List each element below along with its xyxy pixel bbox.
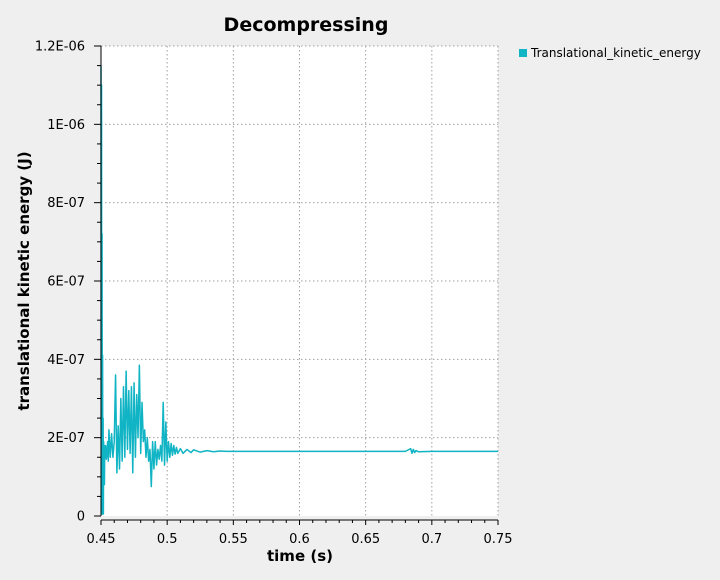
y-tick-label: 8E-07 — [47, 196, 85, 211]
x-tick-label: 0.75 — [484, 532, 513, 547]
plot-area — [101, 46, 498, 516]
y-tick-label: 6E-07 — [47, 275, 85, 290]
legend-swatch — [519, 49, 527, 57]
series-line — [100, 65, 498, 515]
legend: Translational_kinetic_energy — [519, 46, 701, 60]
x-tick-label: 0.55 — [219, 532, 248, 547]
x-tick-labels: 0.45 0.5 0.55 0.6 0.65 0.7 0.75 — [87, 532, 513, 547]
x-tick-label: 0.6 — [289, 532, 310, 547]
y-tick-label: 4E-07 — [47, 353, 85, 368]
legend-label: Translational_kinetic_energy — [530, 46, 701, 60]
chart-title: Decompressing — [224, 14, 389, 36]
y-tick-label: 1.2E-06 — [35, 40, 85, 55]
x-tick-label: 0.45 — [87, 532, 116, 547]
series-layer — [100, 65, 498, 515]
x-tick-label: 0.7 — [421, 532, 442, 547]
y-tick-label: 2E-07 — [47, 431, 85, 446]
y-tick-label: 0 — [77, 510, 85, 525]
axes — [94, 45, 499, 525]
x-tick-label: 0.65 — [351, 532, 380, 547]
x-axis-title: time (s) — [267, 547, 333, 565]
x-tick-label: 0.5 — [157, 532, 178, 547]
y-tick-labels: 0 2E-07 4E-07 6E-07 8E-07 1E-06 1.2E-06 — [35, 40, 85, 525]
y-tick-label: 1E-06 — [47, 118, 85, 133]
y-axis-title: translational kinetic energy (J) — [15, 151, 33, 410]
